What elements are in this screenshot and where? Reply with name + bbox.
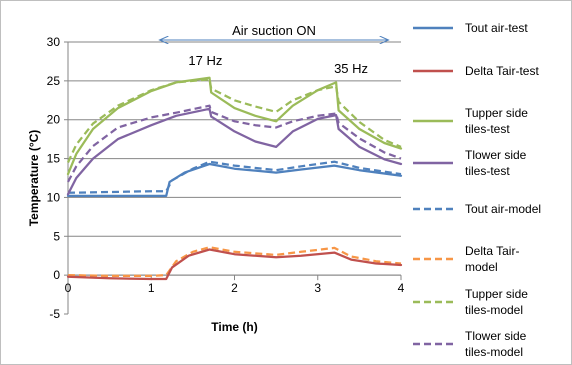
legend-label-6: Tupper side xyxy=(465,287,528,301)
x-tick-label: 0 xyxy=(65,281,72,295)
series-line-3 xyxy=(66,107,403,196)
legend-label-5: Delta Tair- xyxy=(465,244,519,258)
legend-label-4: Tout air-model xyxy=(465,202,541,216)
y-tick-label: 25 xyxy=(47,74,61,88)
legend-label-5: model xyxy=(465,260,498,274)
legend-label-1: Delta Tair-test xyxy=(465,64,539,78)
y-tick-label: 0 xyxy=(53,268,60,282)
legend-label-7: Tlower side xyxy=(465,329,527,343)
legend-label-7: tiles-model xyxy=(465,345,523,359)
x-axis-title: Time (h) xyxy=(211,320,257,334)
air-suction-label: Air suction ON xyxy=(232,23,316,38)
legend-label-2: Tupper side xyxy=(465,106,528,120)
y-tick-label: -5 xyxy=(49,307,60,321)
legend: Tout air-test Delta Tair-test Tupper side t… xyxy=(413,21,541,359)
plot-series xyxy=(66,76,403,281)
legend-label-3: tiles-test xyxy=(465,164,510,178)
y-tick-label: 10 xyxy=(47,190,61,204)
series-line-7 xyxy=(67,104,402,183)
gridlines xyxy=(68,41,401,276)
series-line-0 xyxy=(66,162,403,198)
legend-label-6: tiles-model xyxy=(465,303,523,317)
x-tick-label: 4 xyxy=(398,281,405,295)
y-tick-label: 15 xyxy=(47,152,61,166)
y-tick-label: 30 xyxy=(47,35,61,49)
x-tick-label: 1 xyxy=(148,281,155,295)
legend-label-0: Tout air-test xyxy=(465,21,528,35)
legend-label-2: tiles-test xyxy=(465,122,510,136)
series-line-4 xyxy=(67,160,402,194)
y-axis-title: Temperature (°C) xyxy=(27,130,41,227)
annotations: Air suction ON 17 Hz 35 Hz xyxy=(160,23,389,76)
y-tick-label: 5 xyxy=(53,229,60,243)
frequency-label-35hz: 35 Hz xyxy=(334,61,368,76)
y-tick-label: 20 xyxy=(47,113,61,127)
series-line-5 xyxy=(67,246,402,278)
series-line-1 xyxy=(66,248,403,281)
series-line-2 xyxy=(66,76,403,176)
x-tick-label: 2 xyxy=(231,281,238,295)
legend-label-3: Tlower side xyxy=(465,148,527,162)
series-line-6 xyxy=(66,78,402,163)
frequency-label-17hz: 17 Hz xyxy=(188,53,222,68)
x-tick-label: 3 xyxy=(314,281,321,295)
axes: -5 0 5 10 15 20 25 30 0 1 2 3 4 xyxy=(47,35,405,321)
